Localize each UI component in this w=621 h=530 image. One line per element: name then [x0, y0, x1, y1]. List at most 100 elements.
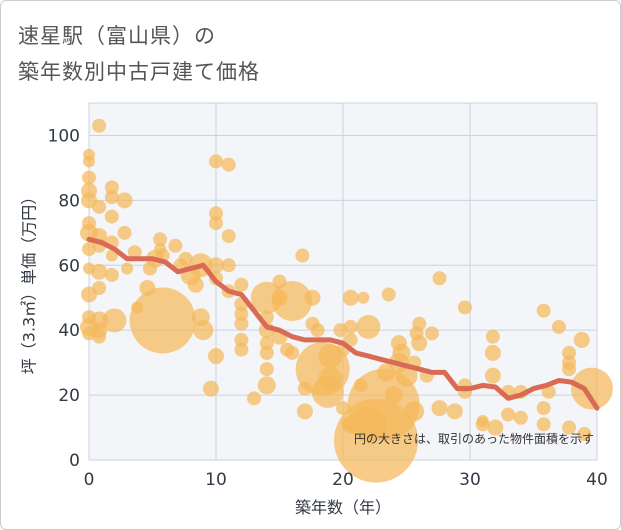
bubble-point: [234, 316, 249, 331]
bubble-point: [187, 276, 204, 293]
bubble-point: [392, 343, 411, 362]
bubble-point: [342, 289, 359, 306]
bubbles: [80, 118, 613, 483]
bubble-point: [484, 367, 501, 384]
bubble-point: [384, 386, 403, 405]
bubble-point: [343, 319, 358, 334]
bubble-point: [92, 118, 107, 133]
bubble-point: [562, 420, 577, 435]
bubble-point: [411, 335, 428, 352]
x-axis-label: 築年数（年）: [295, 498, 391, 517]
bubble-point: [432, 271, 447, 286]
bubble-point: [127, 245, 142, 260]
bubble-point: [82, 170, 96, 185]
bubble-point: [92, 329, 107, 344]
axis-ticks: 0 10 20 30 40 0 20 40 60 80 100: [48, 126, 608, 490]
bubble-size-note: 円の大きさは、取引のあった物件面積を示す: [354, 431, 594, 446]
x-tick-label: 20: [332, 470, 354, 490]
bubble-point: [536, 417, 551, 432]
bubble-point: [104, 209, 119, 224]
bubble-point: [285, 345, 300, 360]
bubble-point: [310, 323, 325, 338]
bubble-point: [457, 300, 472, 315]
bubble-point: [577, 427, 592, 442]
bubble-point: [404, 401, 425, 422]
bubble-point: [209, 206, 223, 221]
bubble-point: [104, 268, 119, 283]
bubble-point: [356, 314, 381, 339]
bubble-point: [501, 407, 516, 422]
trend-line: [86, 236, 600, 411]
bubble-point: [116, 192, 133, 209]
bubble-point: [513, 410, 528, 425]
bubble-point: [304, 289, 321, 306]
bubble-point: [446, 403, 463, 420]
bubble-point: [209, 216, 223, 231]
bubble-point: [91, 263, 108, 280]
bubble-point: [234, 342, 249, 357]
bubble-point: [259, 345, 274, 360]
bubble-point: [272, 280, 313, 321]
bubble-point: [129, 287, 196, 354]
bubble-point: [221, 258, 236, 273]
bubble-point: [570, 367, 613, 410]
bubble-point: [357, 291, 370, 304]
bubble-point: [178, 251, 193, 266]
bubble-point: [221, 157, 236, 172]
y-tick-label: 20: [58, 386, 80, 406]
bubble-point: [551, 319, 566, 334]
y-tick-label: 80: [58, 191, 80, 211]
bubble-point: [234, 306, 249, 321]
y-tick-label: 60: [58, 256, 80, 276]
x-tick-label: 40: [586, 470, 608, 490]
bubble-point: [318, 366, 343, 391]
bubble-point: [562, 362, 577, 377]
bubble-point: [193, 320, 214, 341]
bubble-point: [221, 229, 236, 244]
bubble-point: [234, 332, 249, 347]
bubble-point: [424, 326, 439, 341]
bubble-point: [209, 154, 223, 169]
bubble-point: [121, 262, 134, 275]
bubble-point: [102, 308, 127, 333]
y-tick-label: 100: [48, 126, 80, 146]
bubble-point: [295, 248, 310, 263]
bubble-point: [208, 348, 224, 365]
x-tick-label: 10: [205, 470, 227, 490]
bubble-point: [105, 249, 118, 262]
bubble-point: [296, 403, 313, 420]
bubble-point: [202, 380, 219, 397]
bubble-point: [485, 329, 500, 344]
bubble-point: [234, 277, 249, 292]
bubble-point: [104, 190, 119, 205]
bubble-point: [92, 280, 107, 295]
bubble-point: [381, 287, 396, 302]
bubble-point: [412, 316, 427, 331]
bubble-point: [431, 400, 448, 417]
y-tick-label: 0: [69, 451, 80, 471]
bubble-point: [395, 364, 418, 387]
bubble-point: [347, 368, 420, 441]
x-tick-label: 30: [459, 470, 481, 490]
bubble-point: [83, 155, 95, 168]
bubble-point: [92, 199, 107, 214]
bubble-point: [541, 384, 556, 399]
y-tick-label: 40: [58, 321, 80, 341]
bubble-point: [536, 303, 551, 318]
chart-title-line1: 速星駅（富山県）の: [18, 24, 216, 48]
bubble-point: [487, 419, 504, 436]
bubble-point: [104, 180, 119, 195]
bubble-point: [257, 376, 276, 395]
bubble-point: [168, 238, 183, 253]
bubble-point: [562, 345, 577, 360]
chart-title-line2: 築年数別中古戸建て価格: [18, 60, 260, 84]
bubble-point: [476, 415, 489, 428]
bubble-point: [536, 401, 551, 416]
bubble-point: [117, 225, 132, 240]
bubble-point: [208, 257, 224, 274]
y-axis-label: 坪（3.3㎡）単価（万円）: [20, 189, 39, 374]
bubble-point: [573, 331, 590, 348]
bubble-point: [259, 336, 274, 351]
bubble-point: [247, 391, 262, 406]
